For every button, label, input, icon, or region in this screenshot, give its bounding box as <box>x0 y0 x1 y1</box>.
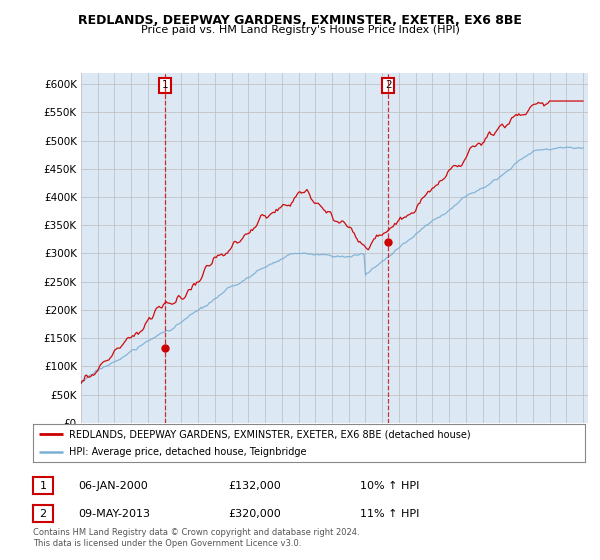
Text: 1: 1 <box>40 480 46 491</box>
Text: 10% ↑ HPI: 10% ↑ HPI <box>360 480 419 491</box>
Text: £132,000: £132,000 <box>228 480 281 491</box>
Text: 06-JAN-2000: 06-JAN-2000 <box>78 480 148 491</box>
Text: Contains HM Land Registry data © Crown copyright and database right 2024.
This d: Contains HM Land Registry data © Crown c… <box>33 528 359 548</box>
Text: HPI: Average price, detached house, Teignbridge: HPI: Average price, detached house, Teig… <box>69 447 307 457</box>
Text: 09-MAY-2013: 09-MAY-2013 <box>78 508 150 519</box>
Text: 2: 2 <box>385 80 392 90</box>
Text: REDLANDS, DEEPWAY GARDENS, EXMINSTER, EXETER, EX6 8BE: REDLANDS, DEEPWAY GARDENS, EXMINSTER, EX… <box>78 14 522 27</box>
Text: REDLANDS, DEEPWAY GARDENS, EXMINSTER, EXETER, EX6 8BE (detached house): REDLANDS, DEEPWAY GARDENS, EXMINSTER, EX… <box>69 429 470 439</box>
Text: £320,000: £320,000 <box>228 508 281 519</box>
Text: 11% ↑ HPI: 11% ↑ HPI <box>360 508 419 519</box>
Text: 1: 1 <box>162 80 169 90</box>
Text: Price paid vs. HM Land Registry's House Price Index (HPI): Price paid vs. HM Land Registry's House … <box>140 25 460 35</box>
Text: 2: 2 <box>40 508 46 519</box>
